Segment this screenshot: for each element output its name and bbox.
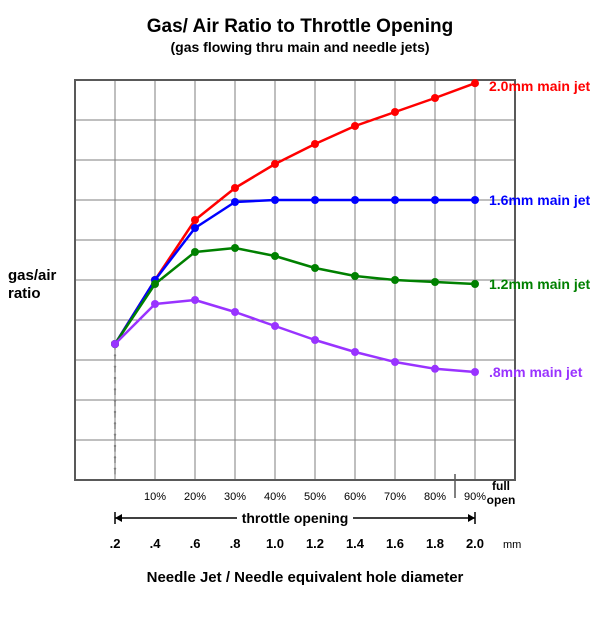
series-marker (271, 252, 279, 260)
dotted-drop-dot (114, 411, 116, 413)
x-tick-label-2: .6 (190, 536, 201, 551)
series-marker (231, 244, 239, 252)
chart-svg: Gas/ Air Ratio to Throttle Opening (gas f… (0, 0, 600, 630)
series-marker (151, 300, 159, 308)
throttle-percent-4: 50% (304, 491, 326, 503)
series-marker (391, 196, 399, 204)
throttle-percent-2: 30% (224, 491, 246, 503)
throttle-percent-6: 70% (384, 491, 406, 503)
series-marker (191, 224, 199, 232)
chart-subtitle: (gas flowing thru main and needle jets) (170, 39, 429, 55)
series-line-0 (115, 83, 475, 344)
series-marker (231, 184, 239, 192)
y-axis-label-2: ratio (8, 285, 41, 302)
series-marker (111, 340, 119, 348)
series-marker (271, 160, 279, 168)
dotted-drop-dot (114, 467, 116, 469)
x-tick-label-1: .4 (150, 536, 162, 551)
y-axis-label-1: gas/air (8, 267, 57, 284)
throttle-arrow-head (468, 514, 475, 522)
series-marker (431, 365, 439, 373)
dotted-drop-dot (114, 399, 116, 401)
throttle-percent-1: 20% (184, 491, 206, 503)
throttle-arrow-label: throttle opening (242, 510, 349, 526)
series-marker (271, 196, 279, 204)
series-marker (391, 108, 399, 116)
dotted-drop-dot (114, 365, 116, 367)
series-marker (271, 322, 279, 330)
chart-root: Gas/ Air Ratio to Throttle Opening (gas f… (0, 0, 600, 630)
series-marker (471, 79, 479, 87)
series-marker (391, 276, 399, 284)
throttle-full-1: full (492, 479, 510, 493)
dotted-drop-dot (114, 388, 116, 390)
chart-title: Gas/ Air Ratio to Throttle Opening (147, 16, 453, 37)
x-tick-label-6: 1.4 (346, 536, 365, 551)
series-marker (431, 278, 439, 286)
series-marker (311, 336, 319, 344)
series-marker (351, 348, 359, 356)
dotted-drop-dot (114, 445, 116, 447)
throttle-percent-7: 80% (424, 491, 446, 503)
series-marker (471, 280, 479, 288)
x-tick-unit: mm (503, 539, 521, 551)
series-marker (231, 308, 239, 316)
series-marker (191, 296, 199, 304)
series-marker (311, 140, 319, 148)
series-marker (351, 196, 359, 204)
series-marker (311, 196, 319, 204)
throttle-percent-5: 60% (344, 491, 366, 503)
series-label-1: 1.6mm main jet (489, 192, 590, 208)
series-line-3 (115, 300, 475, 372)
dotted-drop-dot (114, 433, 116, 435)
x-tick-label-4: 1.0 (266, 536, 284, 551)
throttle-full-2: open (487, 493, 516, 507)
series-marker (191, 216, 199, 224)
throttle-percent-3: 40% (264, 491, 286, 503)
series-marker (471, 196, 479, 204)
series-marker (351, 122, 359, 130)
throttle-percent-0: 10% (144, 491, 166, 503)
series-label-0: 2.0mm main jet (489, 78, 590, 94)
dotted-drop-dot (114, 456, 116, 458)
series-marker (231, 198, 239, 206)
x-tick-label-8: 1.8 (426, 536, 444, 551)
x-tick-label-9: 2.0 (466, 536, 484, 551)
series-marker (431, 196, 439, 204)
series-label-3: .8mm main jet (489, 364, 583, 380)
series-marker (191, 248, 199, 256)
x-tick-label-3: .8 (230, 536, 241, 551)
x-tick-label-5: 1.2 (306, 536, 324, 551)
dotted-drop-dot (114, 377, 116, 379)
series-marker (151, 280, 159, 288)
throttle-arrow-head (115, 514, 122, 522)
x-axis-label: Needle Jet / Needle equivalent hole diam… (147, 569, 464, 586)
throttle-percent-8: 90% (464, 491, 486, 503)
dotted-drop-dot (114, 354, 116, 356)
series-marker (351, 272, 359, 280)
series-label-2: 1.2mm main jet (489, 276, 590, 292)
dotted-drop-dot (114, 422, 116, 424)
series-marker (471, 368, 479, 376)
series-marker (311, 264, 319, 272)
series-marker (391, 358, 399, 366)
x-tick-label-0: .2 (110, 536, 121, 551)
series-marker (431, 94, 439, 102)
x-tick-label-7: 1.6 (386, 536, 404, 551)
